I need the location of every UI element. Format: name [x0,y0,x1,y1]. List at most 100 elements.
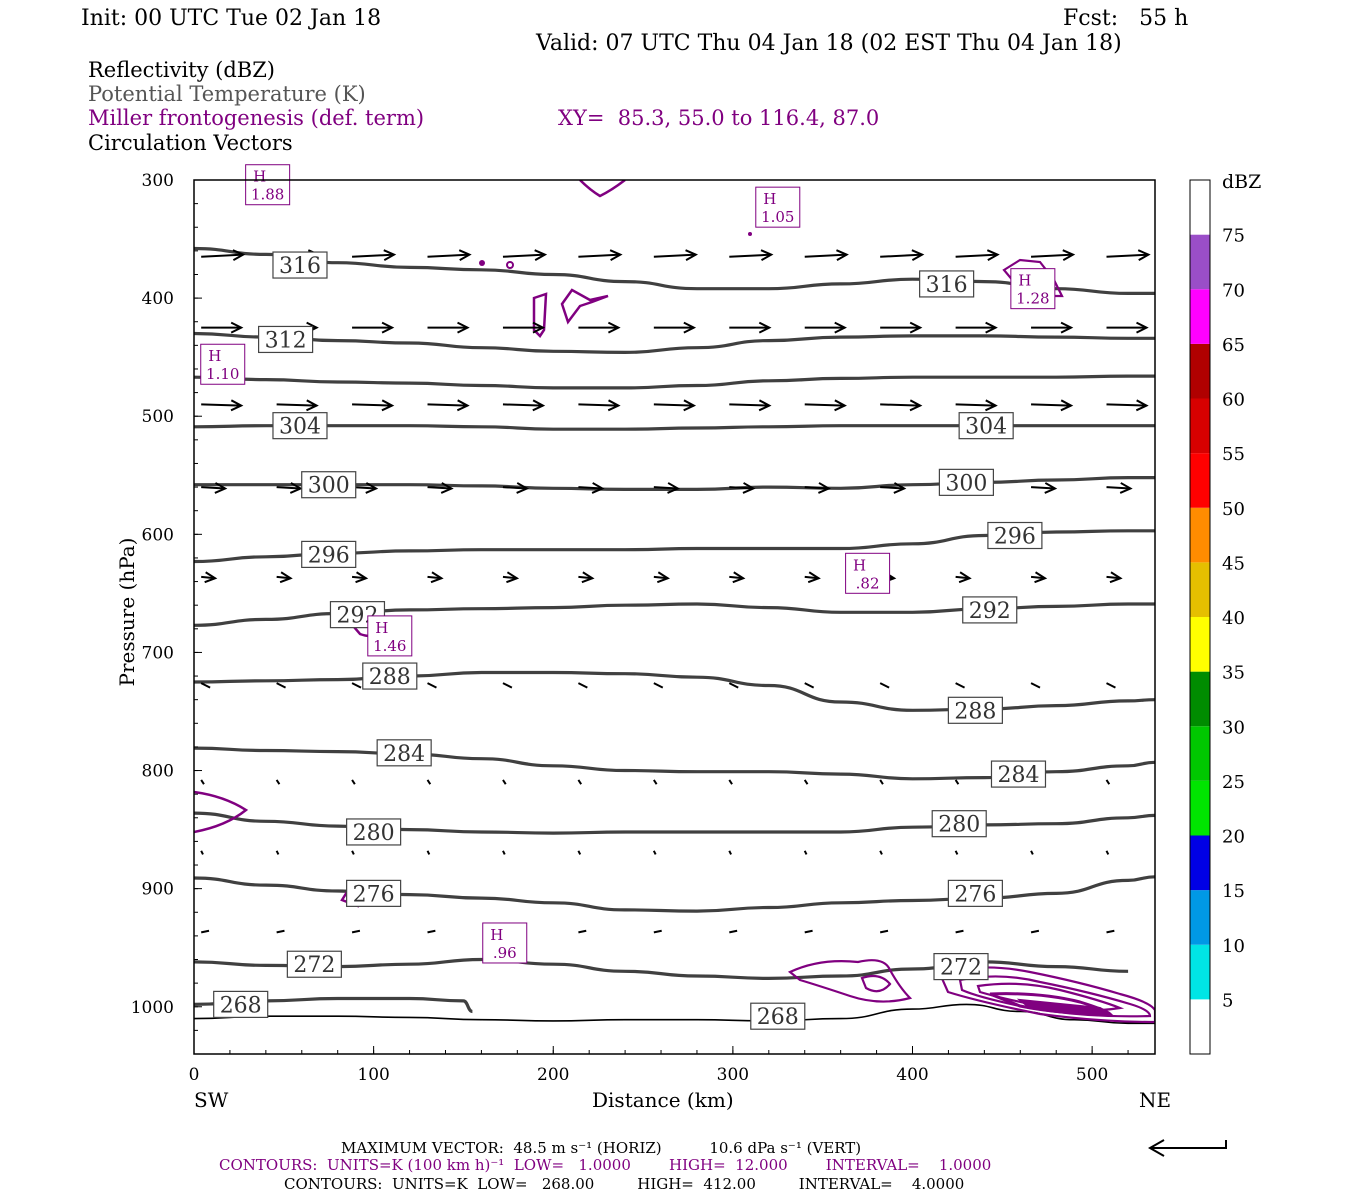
vector-shaft [880,253,923,258]
vector-head [760,249,774,262]
vector-shaft [275,779,281,785]
vector-head [909,321,923,334]
fronto-max-value: 1.46 [373,637,406,655]
frontogenesis-contours [194,180,1155,1024]
vector-shaft [502,575,517,580]
vector-shaft [1030,682,1041,689]
fronto-max-h: H [253,168,266,186]
colorbar-label: 60 [1222,390,1245,411]
theta-label-box [962,596,1018,624]
fronto-max-box [755,186,801,228]
y-tick-label: 300 [142,171,174,191]
theta-label-box [286,950,342,978]
y-axis-label: Pressure (hPa) [115,537,139,687]
theta-label: 304 [965,415,1007,440]
vector-shaft [502,779,507,785]
theta-label: 316 [279,254,321,279]
theta-label-box [346,818,402,846]
max-vector-note: MAXIMUM VECTOR: 48.5 m s⁻¹ (HORIZ) 10.6 … [341,1139,862,1157]
vector-shaft [653,486,678,490]
vector-shaft [804,253,847,258]
vector-shaft [653,575,668,580]
vector-head [456,399,470,412]
vector-head [430,571,444,584]
theta-label: 300 [945,471,987,496]
vector-shaft [955,403,996,407]
fronto-contour [976,982,1125,1012]
fronto-max-value: .96 [493,944,517,962]
vector-shaft [1031,403,1072,407]
vector-shaft [275,850,280,855]
vector-head [911,249,925,262]
vector-shaft [276,403,317,407]
theta-label: 280 [353,821,395,846]
vector-head [607,399,621,412]
vector-shaft [578,403,619,407]
x-end-right: NE [1139,1088,1172,1112]
fronto-dot [748,232,752,236]
theta-label-box [362,662,418,690]
vector-head [742,482,756,494]
vector-shaft [427,253,470,258]
vector-head [893,482,907,494]
colorbar-swatch [1190,234,1210,290]
vector-shaft [200,850,204,855]
colorbar-swatch [1190,835,1210,891]
y-tick-label: 700 [142,643,174,663]
vector-shaft [804,403,845,407]
vector-head [532,399,546,412]
theta-contour-280 [194,811,1155,835]
theta-label: 288 [369,665,411,690]
theta-label: 288 [954,699,996,724]
vector-head [807,571,821,584]
vector-shaft [804,682,815,689]
vector-head [683,321,697,334]
vector-head [834,321,847,334]
vector-head [818,482,831,494]
vector-shaft [427,929,436,934]
fronto-contour [532,292,548,338]
vector-head [365,482,379,494]
theta-label-box [919,270,975,298]
theta-label: 280 [938,813,980,838]
vector-shaft [880,486,905,490]
fronto-contour [579,180,626,198]
vector-head [909,399,923,412]
fronto-max-box [200,343,246,385]
colorbar-swatch [1190,617,1210,672]
x-tick-label: 0 [189,1065,200,1085]
theta-label: 268 [757,1005,799,1030]
x-tick-label: 100 [357,1065,389,1085]
theta-contour-312 [194,331,1155,355]
fronto-max-h: H [1018,272,1031,290]
vector-shaft [1030,575,1046,580]
vector-shaft [502,682,513,689]
vector-head [355,571,369,584]
fronto-max-value: 1.28 [1016,290,1049,308]
colorbar-swatch [1190,289,1210,344]
theta-label-box [987,521,1043,550]
fronto-max-box [482,922,528,964]
colorbar-swatch [1190,726,1210,781]
cross-section-endpoints: XY= 85.3, 55.0 to 116.4, 87.0 [558,106,880,130]
theta-label-box [931,810,987,838]
theta-label: 272 [293,953,335,978]
fronto-max-h: H [763,190,776,208]
vector-shaft [1106,403,1147,407]
vector-shaft [1030,929,1040,934]
vector-shaft [879,929,889,934]
vector-shaft [955,575,970,580]
vector-shaft [1106,682,1116,689]
vector-shaft [729,403,770,407]
colorbar-label: 65 [1222,335,1245,356]
fronto-contour [787,959,913,1003]
vector-shaft [1106,575,1121,580]
vector-shaft [879,850,883,855]
colorbar-label: 25 [1222,772,1245,793]
vector-head [381,399,395,412]
vector-shaft [954,850,959,855]
vector-head [516,482,530,494]
theta-contour-note: CONTOURS: UNITS=K LOW= 268.00 HIGH= 412.… [284,1175,965,1193]
theta-label: 300 [308,474,350,499]
